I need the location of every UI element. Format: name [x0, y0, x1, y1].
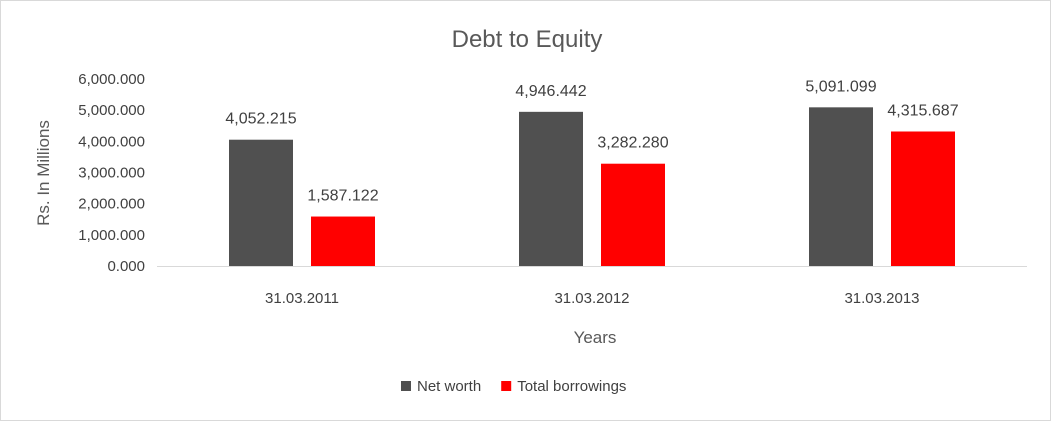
bar-net-worth — [229, 139, 293, 266]
legend-label: Total borrowings — [517, 378, 626, 395]
bar-total-borrowings — [601, 163, 665, 266]
bar-net-worth — [809, 107, 873, 266]
legend-swatch — [401, 381, 411, 391]
x-category-label: 31.03.2013 — [844, 290, 919, 307]
y-tick-label: 5,000.000 — [78, 102, 145, 119]
chart-title: Debt to Equity — [452, 26, 603, 53]
y-tick-label: 4,000.000 — [78, 133, 145, 150]
data-label: 4,946.442 — [515, 83, 586, 100]
x-category-label: 31.03.2012 — [554, 290, 629, 307]
data-label: 4,052.215 — [225, 111, 296, 128]
data-label: 3,282.280 — [597, 135, 668, 152]
y-axis-title: Rs. In Millions — [34, 120, 53, 226]
legend-label: Net worth — [417, 378, 481, 395]
bar-total-borrowings — [311, 216, 375, 266]
data-label: 5,091.099 — [805, 78, 876, 95]
y-tick-label: 2,000.000 — [78, 196, 145, 213]
y-tick-label: 0.000 — [107, 258, 145, 275]
x-axis-title: Years — [574, 328, 617, 347]
legend-swatch — [501, 381, 512, 391]
bar-net-worth — [519, 111, 583, 266]
data-label: 1,587.122 — [307, 188, 378, 205]
data-labels: 4,052.215 1,587.122 4,946.442 3,282.280 5,09… — [225, 78, 958, 204]
bar-total-borrowings — [891, 131, 955, 266]
plot-bars — [229, 107, 955, 266]
y-tick-label: 6,000.000 — [78, 71, 145, 88]
legend: Net worth Total borrowings — [401, 378, 626, 395]
y-tick-label: 1,000.000 — [78, 227, 145, 244]
x-axis-categories: 31.03.2011 31.03.2012 31.03.2013 — [265, 290, 920, 307]
data-label: 4,315.687 — [887, 102, 958, 119]
y-tick-label: 3,000.000 — [78, 165, 145, 182]
y-axis-ticks: 0.000 1,000.000 2,000.000 3,000.000 4,000.00… — [78, 71, 145, 275]
x-category-label: 31.03.2011 — [265, 290, 339, 307]
